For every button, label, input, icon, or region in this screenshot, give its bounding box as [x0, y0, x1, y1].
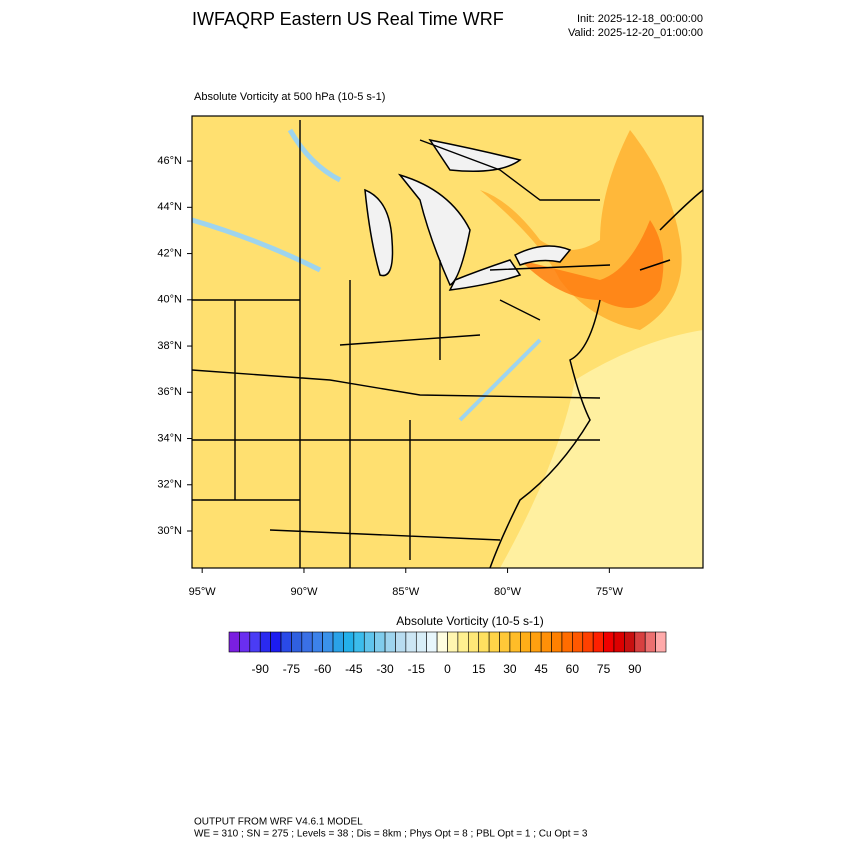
x-tick-label: 90°W — [290, 586, 318, 598]
colorbar-box — [499, 631, 511, 653]
colorbar-label: 30 — [503, 662, 517, 676]
y-tick-label: 38°N — [157, 340, 182, 352]
colorbar-box — [374, 631, 386, 653]
colorbar-box — [228, 631, 240, 653]
colorbar-box — [572, 631, 584, 653]
x-tick-label: 85°W — [392, 586, 420, 598]
colorbar-box — [468, 631, 480, 653]
lakes — [364, 138, 572, 291]
state-borders — [192, 120, 611, 568]
valid-time: Valid: 2025-12-20_01:00:00 — [568, 27, 703, 39]
y-tick-label: 46°N — [157, 155, 182, 167]
colorbar-box — [395, 631, 407, 653]
colorbar-box — [582, 631, 594, 653]
colorbar-box — [530, 631, 542, 653]
colorbar-box — [603, 631, 615, 653]
y-tick-label: 32°N — [157, 479, 182, 491]
footer-options: WE = 310 ; SN = 275 ; Levels = 38 ; Dis … — [194, 829, 588, 840]
field-max — [520, 220, 664, 308]
footer-model: OUTPUT FROM WRF V4.6.1 MODEL — [194, 817, 363, 828]
colorbar-box — [270, 631, 282, 653]
colorbar-box — [478, 631, 490, 653]
y-tick-label: 42°N — [157, 247, 182, 259]
colorbar-box — [561, 631, 573, 653]
colorbar-box — [415, 631, 427, 653]
colorbar-box — [259, 631, 271, 653]
colorbar-label: 15 — [472, 662, 486, 676]
colorbar-label: -30 — [376, 662, 394, 676]
colorbar-box — [311, 631, 323, 653]
colorbar-box — [384, 631, 396, 653]
colorbar-box — [634, 631, 646, 653]
field-low — [192, 217, 322, 273]
y-tick-label: 30°N — [157, 525, 182, 537]
map-frame — [191, 115, 704, 569]
colorbar-label: 0 — [444, 662, 451, 676]
colorbar-label: -15 — [408, 662, 426, 676]
field-low — [287, 128, 342, 183]
y-tick-label: 40°N — [157, 294, 182, 306]
y-tick-label: 34°N — [157, 432, 182, 444]
colorbar-title: Absolute Vorticity (10-5 s-1) — [396, 614, 543, 628]
colorbar-box — [363, 631, 375, 653]
colorbar-box — [249, 631, 261, 653]
colorbar-box — [457, 631, 469, 653]
colorbar-box — [280, 631, 292, 653]
colorbar-box — [332, 631, 344, 653]
colorbar-box — [239, 631, 251, 653]
colorbar-box — [540, 631, 552, 653]
colorbar-label: -45 — [345, 662, 363, 676]
colorbar-box — [301, 631, 313, 653]
colorbar-box — [655, 631, 667, 653]
map-field — [192, 116, 703, 568]
colorbar-box — [613, 631, 625, 653]
x-tick-label: 80°W — [494, 586, 522, 598]
colorbar-box — [509, 631, 521, 653]
colorbar-box — [426, 631, 438, 653]
field-low — [458, 338, 542, 422]
colorbar-box — [343, 631, 355, 653]
x-tick-label: 95°W — [189, 586, 217, 598]
colorbar-box — [353, 631, 365, 653]
colorbar-box — [624, 631, 636, 653]
colorbar-label: 90 — [628, 662, 642, 676]
colorbar-label: -75 — [283, 662, 301, 676]
colorbar-box — [488, 631, 500, 653]
colorbar-box — [436, 631, 448, 653]
colorbar-label: 60 — [566, 662, 580, 676]
colorbar-box — [644, 631, 656, 653]
colorbar-box — [447, 631, 459, 653]
init-time: Init: 2025-12-18_00:00:00 — [577, 13, 703, 25]
map-subtitle: Absolute Vorticity at 500 hPa (10-5 s-1) — [194, 91, 385, 103]
y-tick-label: 44°N — [157, 201, 182, 213]
colorbar-box — [405, 631, 417, 653]
title: IWFAQRP Eastern US Real Time WRF — [192, 9, 504, 29]
colorbar-label: -60 — [314, 662, 332, 676]
field-ocean — [500, 330, 703, 568]
colorbar-box — [551, 631, 563, 653]
colorbar-box — [520, 631, 532, 653]
colorbar-box — [592, 631, 604, 653]
coastline — [489, 189, 703, 568]
x-tick-label: 75°W — [596, 586, 624, 598]
colorbar-box — [322, 631, 334, 653]
colorbar-box — [291, 631, 303, 653]
colorbar-label: 75 — [597, 662, 611, 676]
colorbar-label: -90 — [252, 662, 270, 676]
colorbar-label: 45 — [534, 662, 548, 676]
y-tick-label: 36°N — [157, 386, 182, 398]
